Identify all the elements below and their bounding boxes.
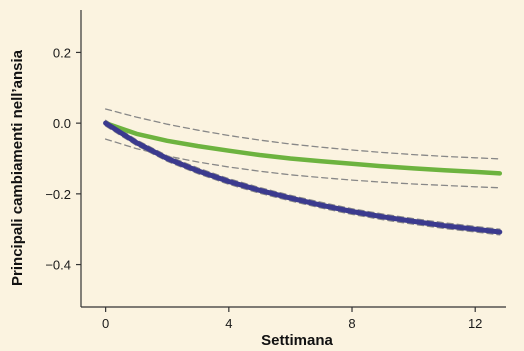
x-tick-label: 12	[468, 316, 482, 331]
y-tick-label: −0.2	[45, 187, 71, 202]
y-axis-title: Principali cambiamenti nell’ansia	[9, 49, 26, 286]
confidence-band-line	[104, 119, 501, 230]
confidence-band-line	[104, 138, 501, 189]
y-tick-label: 0.0	[53, 116, 71, 131]
series-line-green	[103, 120, 503, 176]
confidence-band-line	[104, 125, 501, 236]
series-group	[103, 108, 503, 236]
tick-labels: 0.2 0.0 −0.2 −0.4 0 4 8 12	[45, 45, 482, 331]
axes	[76, 10, 506, 312]
x-tick-label: 0	[102, 316, 109, 331]
x-tick-label: 8	[348, 316, 355, 331]
x-tick-label: 4	[225, 316, 232, 331]
y-tick-label: −0.4	[45, 258, 71, 273]
confidence-band-line	[104, 108, 501, 160]
series-line-blue	[103, 120, 503, 235]
x-axis-title: Settimana	[261, 332, 333, 349]
y-tick-label: 0.2	[53, 45, 71, 60]
